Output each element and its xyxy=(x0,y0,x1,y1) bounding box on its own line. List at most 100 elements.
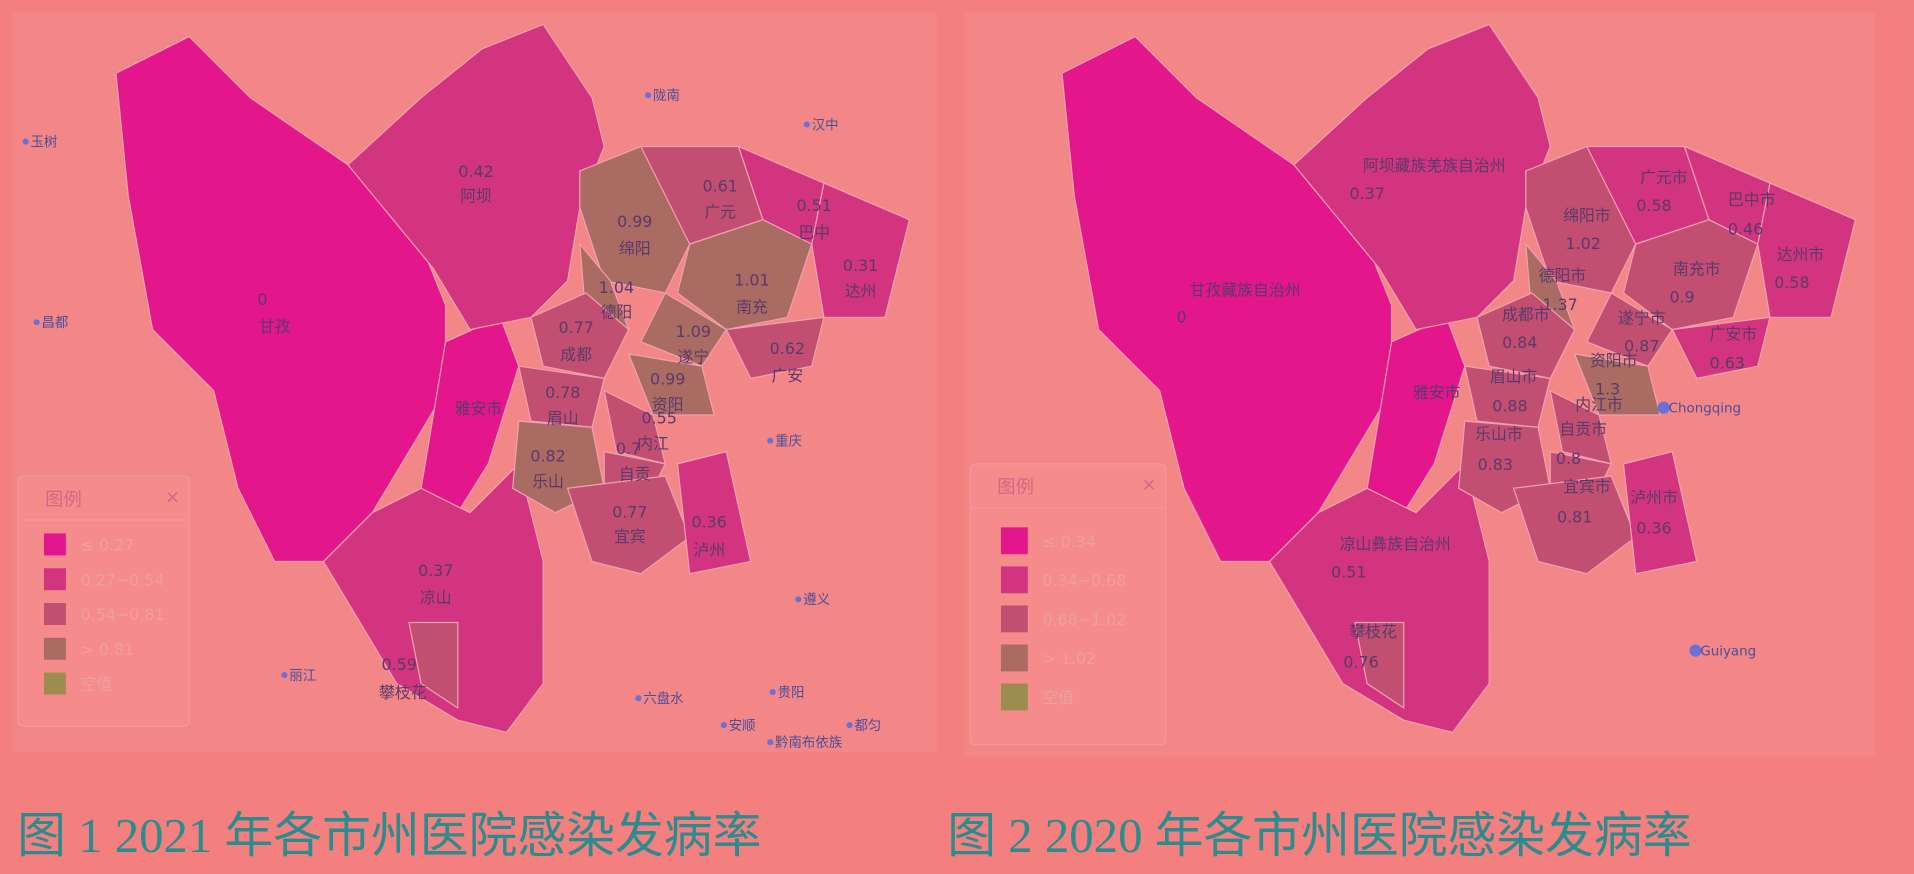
region-value: 0.36 xyxy=(692,512,727,531)
place-dot xyxy=(1657,401,1670,414)
legend-label: ≤ 0.27 xyxy=(81,536,135,555)
legend-label: > 0.81 xyxy=(81,640,135,659)
region-value: 0.31 xyxy=(843,256,878,275)
region-value: 0 xyxy=(257,290,267,309)
region-name: 甘孜 xyxy=(259,317,291,336)
region-name: 广安 xyxy=(771,366,803,385)
region-name: 眉山市 xyxy=(1490,367,1538,386)
region-name: 成都市 xyxy=(1502,305,1550,324)
place-label: Guiyang xyxy=(1700,644,1756,659)
region-name: 广元市 xyxy=(1640,168,1688,187)
legend-title: 图例 xyxy=(997,477,1034,498)
region-shape xyxy=(1573,353,1661,416)
region-name: 自贡 xyxy=(619,465,651,484)
region-value: 0.59 xyxy=(382,655,417,674)
region-name: 凉山 xyxy=(420,588,452,607)
region-name: 绵阳市 xyxy=(1563,206,1611,225)
region-value: 0.46 xyxy=(1728,219,1763,238)
region-shape xyxy=(1061,35,1393,563)
region-shape xyxy=(1268,462,1490,734)
legend-swatch xyxy=(43,568,66,591)
region-name: 攀枝花 xyxy=(1349,622,1397,641)
legend-swatch xyxy=(1000,605,1028,633)
region-name: 达州 xyxy=(845,282,877,301)
region-name: 甘孜藏族自治州 xyxy=(1190,280,1301,299)
region-value: 1.09 xyxy=(676,322,711,341)
region-name: 阿坝 xyxy=(460,186,492,205)
region-name: 宜宾 xyxy=(614,527,646,546)
legend-swatch xyxy=(43,533,66,556)
region-value: 0.81 xyxy=(1557,507,1592,526)
region-value: 0.51 xyxy=(797,196,832,215)
region-value: 0.8 xyxy=(1556,449,1581,468)
region-name: 南充市 xyxy=(1673,260,1721,279)
region-value: 0.51 xyxy=(1331,562,1366,581)
region-value: 0.82 xyxy=(530,446,565,465)
place-dot xyxy=(767,739,774,746)
region-value: 1.3 xyxy=(1595,379,1620,398)
region-value: 0.78 xyxy=(545,383,580,402)
region-name: 巴中 xyxy=(798,223,830,242)
region-shape xyxy=(1476,292,1576,380)
region-name: 内江市 xyxy=(1575,395,1623,414)
region-name: 雅安市 xyxy=(455,399,503,418)
region-value: 0.36 xyxy=(1636,518,1671,537)
legend-swatch xyxy=(1000,566,1028,594)
place-dot xyxy=(635,695,642,702)
place-dot xyxy=(795,596,802,603)
region-name: 眉山 xyxy=(547,409,579,428)
region-name: 泸州 xyxy=(693,540,725,559)
legend-swatch xyxy=(43,672,66,695)
region-value: 0.99 xyxy=(650,370,685,389)
region-value: 0.88 xyxy=(1492,396,1527,415)
region-shape xyxy=(1512,475,1637,575)
region-value: 0.62 xyxy=(770,339,805,358)
region-name: 遂宁 xyxy=(677,348,709,367)
region-name: 内江 xyxy=(637,434,669,453)
place-dot xyxy=(846,722,853,729)
legend: 图例 × ≤ 0.34 0.34~0.68 0.68~1.02 > 1.02 空值 xyxy=(969,463,1167,746)
place-label: 汉中 xyxy=(812,117,839,133)
region-shape xyxy=(1354,621,1405,710)
region-name: 攀枝花 xyxy=(379,683,427,702)
legend-label: ≤ 0.34 xyxy=(1042,532,1096,551)
region-shape xyxy=(1671,316,1771,380)
region-value: 0.9 xyxy=(1669,288,1694,307)
region-value: 0.77 xyxy=(612,503,647,522)
place-dot xyxy=(281,671,288,679)
place-label: 六盘水 xyxy=(643,690,684,707)
legend-label: 0.34~0.68 xyxy=(1042,571,1126,590)
region-name: 资阳市 xyxy=(1590,351,1638,370)
legend-title: 图例 xyxy=(45,489,82,510)
place-label: 安顺 xyxy=(729,718,756,734)
legend-swatch xyxy=(43,603,66,625)
region-name: 巴中市 xyxy=(1728,190,1776,209)
legend-label: > 1.02 xyxy=(1042,649,1096,668)
map: Chongqing Guiyang 阿坝藏族羌族自治州 0.37 广元市 0.58 巴中市 0… xyxy=(969,23,1857,746)
region-shape xyxy=(676,450,752,575)
region-shape xyxy=(1757,182,1857,318)
region-value: 0.99 xyxy=(617,212,652,231)
place-label: 都匀 xyxy=(854,718,881,734)
region-name: 雅安市 xyxy=(1413,383,1461,402)
legend-close: × xyxy=(165,487,180,508)
region-value: 0 xyxy=(1177,307,1187,326)
region-name: 绵阳 xyxy=(619,239,651,258)
region-name: 遂宁市 xyxy=(1618,308,1666,327)
region-value: 0.83 xyxy=(1478,455,1513,474)
region-shape xyxy=(1622,450,1698,575)
region-name: 广安市 xyxy=(1710,324,1758,343)
region-name: 宜宾市 xyxy=(1563,477,1611,496)
place-label: 昌都 xyxy=(42,315,69,331)
region-name: 自贡市 xyxy=(1559,420,1607,439)
place-label: 贵阳 xyxy=(778,685,805,701)
region-value: 0.55 xyxy=(642,409,677,428)
region-shape xyxy=(676,219,813,331)
region-value: 0.58 xyxy=(1774,273,1809,292)
regions xyxy=(1061,23,1857,734)
region-value: 0.63 xyxy=(1710,354,1745,373)
place-label: 重庆 xyxy=(775,434,802,450)
place-label: 玉树 xyxy=(31,134,58,150)
